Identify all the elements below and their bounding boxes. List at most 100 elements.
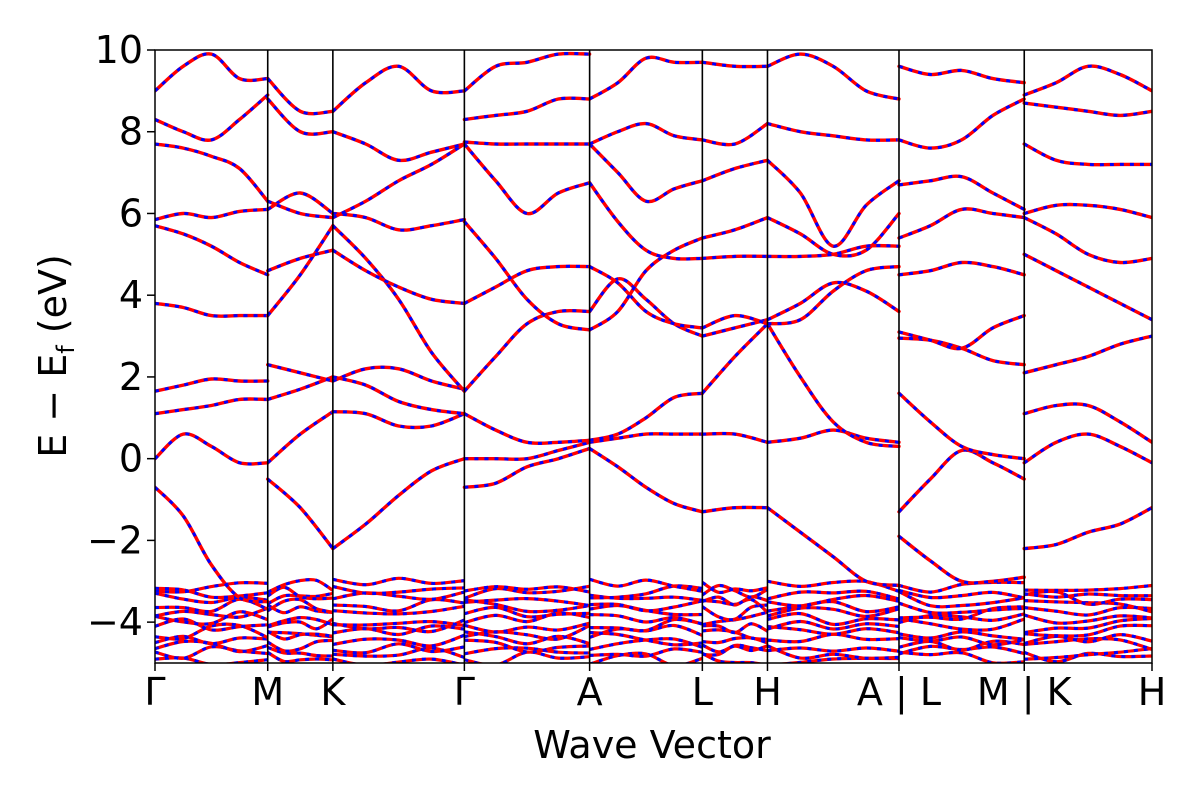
band-line-overlay: [898, 207, 1025, 240]
flat-band-line: [589, 630, 703, 647]
flat-band-overlay: [701, 603, 768, 622]
band-line-overlay: [1024, 506, 1152, 551]
band-line-overlay: [767, 265, 900, 326]
band-line-overlay: [463, 264, 590, 305]
flat-band-overlay: [898, 635, 1025, 647]
band-line-overlay: [1023, 334, 1152, 375]
band-line-overlay: [702, 60, 768, 69]
band-line-overlay: [155, 432, 268, 466]
flat-band-overlay: [767, 612, 900, 626]
y-tick-label: −4: [87, 600, 143, 644]
flat-band-overlay: [332, 604, 465, 616]
flat-band-overlay: [464, 598, 590, 614]
flat-band-overlay: [701, 595, 768, 607]
band-line-overlay: [702, 254, 768, 260]
y-tick-label: 10: [95, 28, 143, 72]
flat-band-overlay: [463, 584, 590, 600]
flat-band-overlay: [898, 590, 1025, 609]
flat-band-overlay: [898, 650, 1025, 663]
band-line-overlay: [267, 199, 334, 220]
plot-background: [155, 50, 1152, 663]
flat-band-line: [589, 584, 703, 600]
flat-band-overlay: [267, 591, 334, 606]
flat-band-overlay: [898, 580, 1025, 594]
flat-band-overlay: [898, 589, 1025, 600]
band-line-overlay: [266, 77, 334, 116]
flat-band-overlay: [464, 621, 590, 634]
flat-band-line: [589, 577, 703, 593]
band-line-overlay: [766, 159, 900, 248]
band-line: [155, 485, 270, 604]
band-line-overlay: [155, 224, 269, 277]
band-line-overlay: [898, 260, 1025, 277]
band-line-overlay: [767, 244, 900, 259]
flat-band-overlay: [702, 643, 768, 657]
band-line-overlay: [1024, 101, 1152, 117]
band-line-overlay: [588, 265, 703, 330]
flat-band-overlay: [267, 578, 334, 594]
flat-band-overlay: [702, 636, 768, 645]
band-line: [155, 301, 270, 318]
flat-band-overlay: [464, 585, 590, 594]
band-line-overlay: [702, 432, 768, 444]
flat-band-overlay: [898, 639, 1025, 652]
flat-band-overlay: [767, 589, 900, 601]
band-line-overlay: [588, 277, 703, 338]
band-line-overlay: [1023, 252, 1152, 322]
y-tick-label: −2: [87, 518, 143, 562]
band-line-overlay: [332, 410, 465, 429]
band-line: [587, 432, 704, 444]
flat-band-overlay: [767, 606, 900, 618]
flat-band-overlay: [464, 646, 590, 656]
band-line-overlay: [766, 506, 900, 587]
band-line-overlay: [463, 309, 590, 393]
band-line-overlay: [267, 363, 334, 383]
flat-band-overlay: [332, 620, 465, 627]
band-line-overlay: [331, 64, 465, 113]
band-line-overlay: [266, 410, 334, 464]
band-line-overlay: [588, 181, 703, 261]
band-line-overlay: [589, 391, 703, 442]
y-axis-title-subscript: f: [52, 345, 80, 354]
band-line-overlay: [463, 220, 590, 332]
flat-band-overlay: [766, 644, 900, 660]
band-line-overlay: [1023, 64, 1152, 97]
band-line-overlay: [701, 216, 769, 240]
x-tick-label: H: [1138, 670, 1167, 714]
band-line: [897, 534, 1026, 585]
band-line-overlay: [463, 51, 590, 93]
band-line: [331, 365, 467, 391]
band-line-overlay: [1023, 432, 1152, 465]
band-line-overlay: [766, 323, 900, 448]
band-line-overlay: [898, 314, 1025, 351]
y-axis-title-main: E − E: [31, 354, 75, 458]
band-line-overlay: [701, 318, 768, 338]
flat-band-overlay: [266, 603, 334, 615]
flat-band-overlay: [266, 651, 333, 663]
flat-band-line: [155, 581, 268, 594]
flat-band-overlay: [767, 632, 900, 644]
flat-band-overlay: [332, 633, 465, 648]
x-tick-label: H: [753, 670, 782, 714]
band-line-overlay: [701, 158, 768, 183]
flat-band-overlay: [898, 605, 1025, 621]
x-tick-label: A: [577, 670, 603, 714]
flat-band-line: [155, 610, 269, 626]
band-line-overlay: [332, 248, 465, 305]
flat-band-overlay: [702, 622, 769, 635]
y-tick-label: 4: [119, 273, 143, 317]
band-line-overlay: [266, 477, 335, 550]
flat-band-overlay: [267, 616, 334, 628]
flat-band-overlay: [1024, 647, 1152, 661]
flat-band-line: [155, 606, 269, 619]
band-line-overlay: [588, 236, 703, 332]
band-line-overlay: [701, 322, 769, 395]
flat-band-overlay: [464, 597, 590, 607]
flat-band-overlay: [332, 590, 465, 601]
x-axis-title: Wave Vector: [533, 723, 771, 767]
flat-band-overlay: [898, 630, 1025, 641]
band-line-overlay: [766, 212, 901, 258]
band-line-overlay: [155, 93, 269, 142]
flat-band-overlay: [1024, 623, 1152, 638]
